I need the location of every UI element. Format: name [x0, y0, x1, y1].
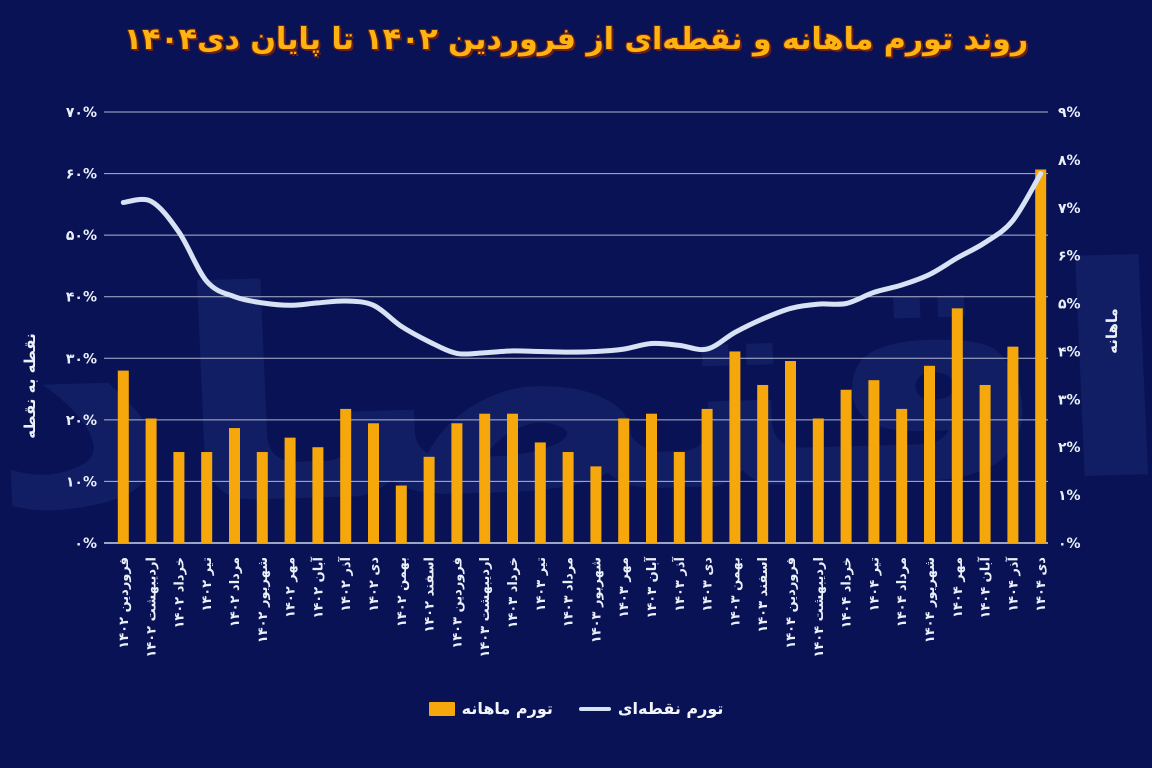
right-axis-tick: ۴%: [1058, 344, 1081, 360]
line-swatch: [578, 706, 611, 711]
bar-monthly-inflation: [562, 452, 574, 543]
left-axis-title: نقطه به نقطه: [21, 333, 39, 439]
x-axis-label: فروردین ۱۴۰۳: [450, 557, 465, 649]
legend-label-point-inflation: تورم نقطه‌ای: [617, 699, 724, 718]
bar-monthly-inflation: [673, 452, 685, 543]
right-axis-tick: ۷%: [1058, 201, 1081, 217]
x-axis-label: دی ۱۴۰۳: [701, 557, 716, 612]
bar-monthly-inflation: [117, 370, 129, 543]
x-axis-label: خرداد ۱۴۰۴: [840, 557, 855, 629]
right-axis-tick: ۰%: [1058, 536, 1081, 552]
legend-label-monthly-inflation: تورم ماهانه: [461, 699, 553, 718]
bar-monthly-inflation: [256, 452, 268, 543]
bar-monthly-inflation: [451, 423, 463, 543]
right-axis-tick: ۶%: [1058, 249, 1081, 265]
bar-monthly-inflation: [1007, 346, 1019, 543]
right-axis-tick: ۵%: [1058, 297, 1081, 313]
bar-monthly-inflation: [479, 413, 491, 543]
bar-monthly-inflation: [812, 418, 824, 543]
x-axis-label: آبان ۱۴۰۳: [643, 556, 660, 618]
x-axis-label: اردیبهشت ۱۴۰۳: [478, 557, 493, 658]
bar-monthly-inflation: [757, 384, 769, 543]
bar-monthly-inflation: [284, 437, 296, 543]
left-axis-tick: ۱۰%: [66, 474, 97, 490]
x-axis-label: شهریور ۱۴۰۴: [923, 557, 938, 643]
x-axis-label: مرداد ۱۴۰۴: [895, 557, 910, 627]
x-axis-label: خرداد ۱۴۰۳: [506, 557, 521, 629]
bar-monthly-inflation: [785, 361, 796, 543]
chart-title: روند تورم ماهانه و نقطه‌ای از فروردین ۱۴…: [123, 22, 1029, 57]
bar-monthly-inflation: [924, 365, 935, 543]
x-axis-label: فروردین ۱۴۰۴: [784, 557, 799, 649]
left-axis-tick: ۵۰%: [66, 228, 97, 244]
bar-monthly-inflation: [951, 308, 963, 543]
x-axis-label: آذر ۱۴۰۳: [671, 556, 688, 611]
x-axis-label: اسفند ۱۴۰۲: [423, 557, 438, 633]
bar-monthly-inflation: [646, 413, 657, 543]
x-axis-label: شهریور ۱۴۰۲: [256, 557, 271, 643]
x-axis-label: بهمن ۱۴۰۲: [395, 557, 410, 627]
bar-monthly-inflation: [618, 418, 630, 543]
right-axis-title: ماهانه: [1103, 308, 1121, 354]
bar-monthly-inflation: [229, 428, 240, 543]
left-axis-tick: ۲۰%: [66, 413, 97, 429]
x-axis-label: مهر ۱۴۰۴: [951, 557, 966, 618]
left-axis-tick: ۴۰%: [66, 290, 97, 306]
bar-monthly-inflation: [173, 452, 185, 543]
bar-monthly-inflation: [590, 466, 602, 543]
bar-swatch: [428, 701, 455, 716]
left-axis-tick: ۶۰%: [66, 167, 97, 183]
bar-monthly-inflation: [368, 423, 379, 543]
bar-monthly-inflation: [896, 408, 908, 543]
bar-monthly-inflation: [507, 413, 518, 543]
x-axis-label: تیر ۱۴۰۲: [200, 557, 215, 612]
x-axis-label: آذر ۱۴۰۲: [337, 556, 354, 611]
bar-monthly-inflation: [145, 418, 157, 543]
right-axis-tick: ۸%: [1058, 153, 1081, 169]
x-axis-label: تیر ۱۴۰۳: [534, 557, 549, 612]
bar-monthly-inflation: [1035, 169, 1047, 543]
x-axis-label: آبان ۱۴۰۴: [977, 556, 994, 618]
bar-monthly-inflation: [423, 456, 435, 543]
x-axis-label: اردیبهشت ۱۴۰۴: [812, 557, 827, 658]
x-axis-label: بهمن ۱۴۰۳: [728, 557, 743, 627]
right-axis-tick: ۳%: [1058, 392, 1081, 408]
x-axis-label: مرداد ۱۴۰۲: [228, 557, 243, 627]
left-axis-tick: ۰%: [74, 536, 97, 552]
x-axis-label: آذر ۱۴۰۴: [1004, 556, 1021, 611]
legend-item-monthly-inflation: تورم ماهانه: [428, 699, 553, 718]
x-axis-label: اسفند ۱۴۰۳: [756, 557, 771, 633]
x-axis-label: خرداد ۱۴۰۲: [172, 557, 187, 629]
x-axis-label: مرداد ۱۴۰۳: [562, 557, 577, 627]
right-axis-tick: ۹%: [1058, 105, 1081, 121]
x-axis-label: اردیبهشت ۱۴۰۲: [145, 557, 160, 658]
bar-monthly-inflation: [701, 408, 713, 543]
bar-monthly-inflation: [201, 452, 213, 543]
right-axis-tick: ۱%: [1058, 488, 1081, 504]
legend: تورم نقطه‌ای تورم ماهانه: [0, 699, 1152, 718]
x-axis-label: شهریور ۱۴۰۳: [589, 557, 604, 643]
right-axis-tick: ۲%: [1058, 440, 1081, 456]
bar-monthly-inflation: [840, 389, 852, 543]
legend-item-point-inflation: تورم نقطه‌ای: [578, 699, 724, 718]
bar-monthly-inflation: [868, 380, 880, 543]
x-axis-label: دی ۱۴۰۴: [1034, 557, 1049, 612]
bar-monthly-inflation: [979, 384, 991, 543]
left-axis-tick: ۳۰%: [66, 351, 97, 367]
bar-monthly-inflation: [312, 447, 324, 543]
x-axis-label: مهر ۱۴۰۲: [284, 557, 299, 618]
x-axis-label: تیر ۱۴۰۴: [867, 557, 882, 612]
x-axis-label: مهر ۱۴۰۳: [617, 557, 632, 618]
bar-monthly-inflation: [340, 408, 352, 543]
bar-monthly-inflation: [729, 351, 741, 543]
bar-monthly-inflation: [395, 485, 407, 543]
bar-monthly-inflation: [534, 442, 546, 543]
x-axis-label: دی ۱۴۰۲: [367, 557, 382, 612]
x-axis-label: فروردین ۱۴۰۲: [117, 557, 132, 649]
left-axis-tick: ۷۰%: [66, 105, 97, 121]
x-axis-label: آبان ۱۴۰۲: [309, 556, 326, 618]
line-point-inflation: [120, 171, 1044, 357]
